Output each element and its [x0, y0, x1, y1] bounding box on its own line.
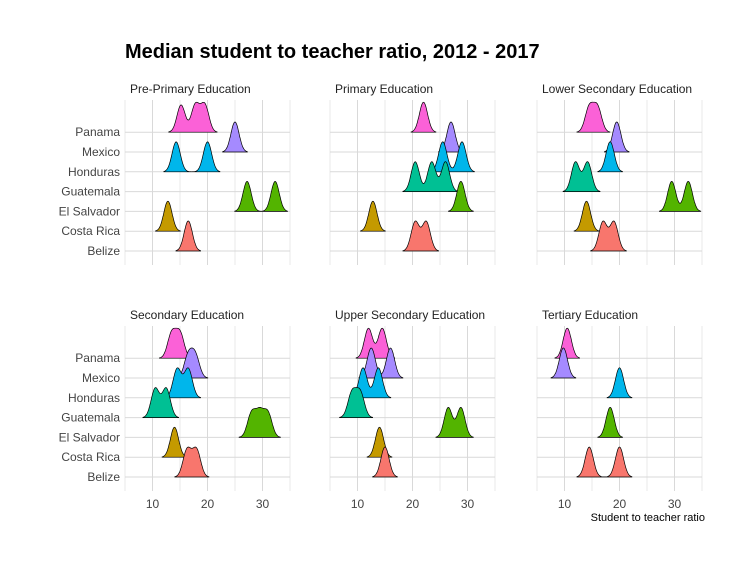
panel-primary-education: Primary Education	[329, 82, 496, 265]
ridge-belize	[174, 446, 210, 478]
x-tick-label: 20	[201, 497, 215, 511]
panel-title: Pre-Primary Education	[130, 82, 251, 96]
x-tick-label: 10	[146, 497, 160, 511]
x-tick-label: 10	[351, 497, 365, 511]
ridge-panama	[168, 101, 218, 133]
y-tick-label: Belize	[87, 470, 120, 484]
ridge-belize	[372, 446, 398, 478]
y-tick-label: Mexico	[82, 371, 120, 385]
ridge-belize	[175, 220, 201, 252]
ridge-el-salvador	[597, 407, 623, 438]
y-tick-label: Costa Rica	[61, 224, 120, 238]
ridge-honduras	[606, 367, 633, 399]
ridge-mexico	[222, 121, 248, 153]
x-tick-label: 30	[668, 497, 682, 511]
ridge-honduras	[597, 141, 623, 173]
y-tick-label: Honduras	[68, 391, 120, 405]
x-tick-label: 30	[461, 497, 475, 511]
ridge-el-salvador	[234, 181, 288, 212]
x-tick-label: 10	[558, 497, 572, 511]
ridge-el-salvador	[448, 181, 474, 212]
ridge-panama	[576, 101, 611, 133]
ridge-costa-rica	[573, 200, 600, 232]
ridge-honduras	[163, 141, 221, 173]
x-tick-label: 20	[406, 497, 420, 511]
x-tick-label: 20	[613, 497, 627, 511]
y-tick-label: Honduras	[68, 165, 120, 179]
ridge-belize	[576, 446, 633, 478]
panel-pre-primary-education: Pre-Primary Education Belize Costa Rica El …	[59, 82, 291, 265]
panel-upper-secondary-education: Upper Secondary Education 10 20 30	[329, 308, 496, 511]
ridge-el-salvador	[238, 407, 281, 438]
ridge-el-salvador	[435, 407, 474, 438]
y-tick-label: Panama	[75, 351, 120, 365]
panel-title: Tertiary Education	[542, 308, 638, 322]
ridge-guatemala	[339, 387, 373, 418]
panel-title: Secondary Education	[130, 308, 244, 322]
panel-lower-secondary-education: Lower Secondary Education	[536, 82, 703, 265]
panel-title: Upper Secondary Education	[335, 308, 485, 322]
x-tick-label: 30	[256, 497, 270, 511]
ridge-costa-rica	[366, 426, 393, 458]
ridge-costa-rica	[360, 200, 386, 232]
ridge-costa-rica	[155, 200, 181, 232]
ridge-panama	[410, 101, 437, 133]
ridge-panama	[554, 327, 580, 359]
panel-tertiary-education: Tertiary Education 10 20 30	[536, 308, 703, 511]
ridge-el-salvador	[659, 181, 701, 212]
y-tick-label: Costa Rica	[61, 450, 120, 464]
y-tick-label: Guatemala	[61, 411, 120, 425]
x-axis-label: Student to teacher ratio	[591, 512, 705, 524]
y-tick-label: Guatemala	[61, 185, 120, 199]
panel-secondary-education: Secondary Education Belize Costa Rica El Sa…	[59, 308, 291, 511]
chart-title: Median student to teacher ratio, 2012 - …	[125, 41, 540, 63]
ridge-belize	[590, 220, 627, 252]
y-tick-label: Mexico	[82, 145, 120, 159]
y-tick-label: El Salvador	[59, 204, 120, 218]
y-tick-label: Panama	[75, 125, 120, 139]
panel-title: Lower Secondary Education	[542, 82, 692, 96]
ridge-honduras	[164, 367, 201, 399]
ridge-costa-rica	[161, 426, 188, 458]
panel-title: Primary Education	[335, 82, 433, 96]
chart-panels: Pre-Primary Education Belize Costa Rica El …	[59, 82, 703, 511]
ridge-guatemala	[402, 161, 459, 192]
y-tick-label: Belize	[87, 244, 120, 258]
ridge-honduras	[430, 141, 475, 173]
y-tick-label: El Salvador	[59, 430, 120, 444]
ridge-belize	[402, 220, 439, 252]
ridge-guatemala	[142, 387, 179, 418]
ridge-guatemala	[562, 161, 601, 192]
ridge-mexico	[550, 347, 577, 379]
